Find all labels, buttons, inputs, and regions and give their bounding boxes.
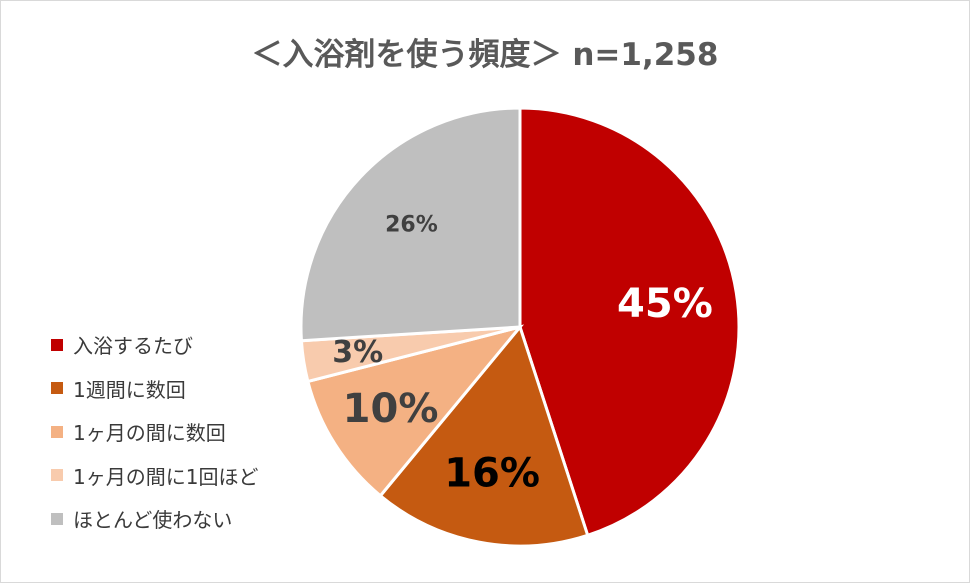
- pie-data-label: 16%: [444, 450, 540, 496]
- legend-item: 1ヶ月の間に1回ほど: [51, 454, 258, 498]
- pie-data-labels: 45% 16%10% 3% 26%: [332, 213, 712, 497]
- legend-label: 1ヶ月の間に数回: [73, 421, 226, 446]
- legend-item: 1週間に数回: [51, 367, 258, 411]
- pie-slice: [518, 106, 741, 538]
- legend-swatch: [51, 338, 63, 351]
- pie-data-label: 3%: [332, 335, 383, 370]
- legend-label: 1週間に数回: [73, 377, 186, 402]
- chart-legend: 入浴するたび 1週間に数回 1ヶ月の間に数回 1ヶ月の間に1回ほど ほとんど使わ…: [51, 323, 258, 541]
- legend-item: ほとんど使わない: [51, 497, 258, 541]
- legend-item: 1ヶ月の間に数回: [51, 410, 258, 454]
- legend-swatch: [51, 382, 63, 395]
- legend-item: 入浴するたび: [51, 323, 258, 367]
- legend-swatch: [51, 512, 63, 525]
- legend-label: 入浴するたび: [73, 334, 193, 359]
- pie-data-label: 45%: [617, 281, 713, 327]
- pie-data-label: 10%: [343, 386, 439, 432]
- legend-label: 1ヶ月の間に1回ほど: [73, 464, 259, 489]
- legend-swatch: [51, 425, 63, 438]
- legend-swatch: [51, 469, 63, 482]
- pie-data-label: 26%: [385, 213, 438, 238]
- legend-label: ほとんど使わない: [73, 508, 233, 533]
- chart-title: ＜入浴剤を使う頻度＞ n=1,258: [251, 37, 719, 73]
- pie-slice: [378, 323, 590, 548]
- pie-slices: [299, 106, 741, 548]
- pie-slice: [299, 106, 522, 343]
